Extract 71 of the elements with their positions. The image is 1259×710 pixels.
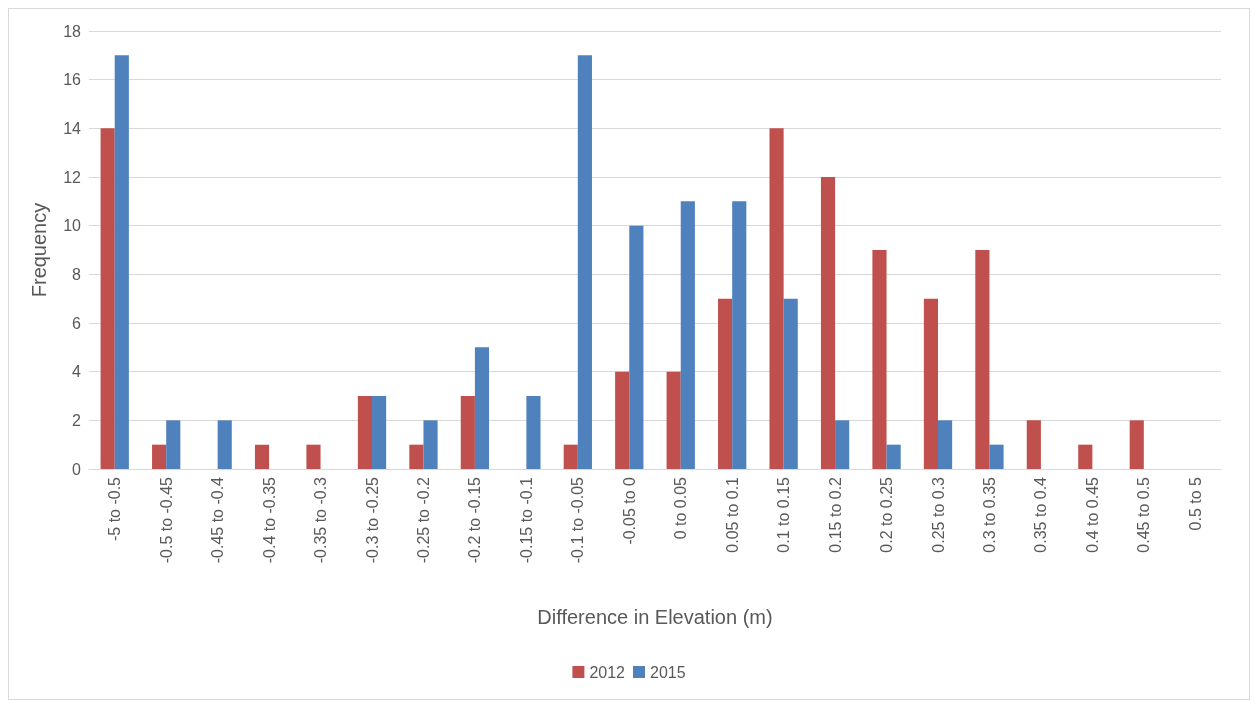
bar: [254, 444, 270, 469]
x-tick-label: -0.5 to -0.45: [157, 476, 175, 564]
y-tick-label: 12: [63, 168, 82, 186]
bar: [1129, 420, 1144, 469]
bar: [732, 201, 747, 469]
y-tick-label: 6: [72, 314, 82, 332]
bar: [563, 444, 578, 469]
y-tick-label: 14: [63, 119, 82, 137]
bar: [718, 298, 733, 469]
x-tick-label: -0.1 to -0.05: [569, 476, 587, 564]
bar: [923, 298, 938, 469]
legend-label: 2012: [589, 663, 626, 681]
x-tick-label: -0.15 to -0.1: [517, 476, 535, 564]
bar: [474, 347, 490, 469]
bar: [835, 420, 850, 469]
bar: [629, 225, 644, 469]
bar: [372, 396, 387, 469]
bar: [423, 420, 438, 469]
y-axis-title: Frequency: [28, 202, 50, 298]
y-tick-label: 4: [72, 363, 82, 381]
x-tick-label: -0.4 to -0.35: [260, 476, 278, 564]
bar: [938, 420, 953, 469]
x-tick-label: 0.15 to 0.2: [826, 476, 844, 553]
y-tick-label: 18: [63, 22, 82, 40]
bar: [306, 444, 321, 469]
bar: [989, 444, 1004, 469]
bar: [357, 396, 372, 469]
bar: [769, 128, 784, 469]
bar: [526, 396, 541, 469]
x-tick-label: -0.2 to -0.15: [466, 476, 484, 564]
bar: [872, 250, 887, 469]
y-tick-label: 10: [63, 217, 82, 235]
bar: [409, 444, 424, 469]
bar: [615, 371, 630, 469]
x-tick-label: 0.05 to 0.1: [723, 476, 741, 553]
bar: [1026, 420, 1041, 469]
bar: [680, 201, 695, 469]
bar: [460, 396, 475, 469]
y-tick-label: 16: [63, 71, 82, 89]
bar: [577, 55, 592, 469]
bar: [783, 298, 798, 469]
x-tick-label: -0.3 to -0.25: [363, 476, 381, 564]
x-tick-label: -0.25 to -0.2: [414, 476, 432, 564]
x-tick-label: 0.2 to 0.25: [878, 476, 896, 553]
y-tick-label: 0: [72, 460, 82, 478]
y-tick-label: 2: [72, 411, 82, 429]
x-tick-label: 0.35 to 0.4: [1032, 476, 1050, 553]
x-tick-label: 0.1 to 0.15: [775, 476, 793, 553]
x-tick-label: 0 to 0.05: [672, 476, 690, 540]
x-tick-label: -0.05 to 0: [620, 476, 638, 545]
bar: [666, 371, 681, 469]
bar: [1078, 444, 1093, 469]
x-tick-label: 0.4 to 0.45: [1083, 476, 1101, 553]
legend-label: 2015: [650, 663, 686, 681]
x-axis-title: Difference in Elevation (m): [537, 606, 773, 628]
bar: [975, 250, 990, 469]
x-tick-label: 0.5 to 5: [1186, 476, 1204, 531]
y-tick-label: 8: [72, 265, 82, 283]
bar: [100, 128, 115, 469]
bar: [820, 177, 836, 469]
x-tick-label: -0.35 to -0.3: [312, 476, 330, 564]
bar: [217, 420, 232, 469]
x-tick-label: 0.45 to 0.5: [1135, 476, 1153, 553]
x-tick-label: 0.3 to 0.35: [980, 476, 998, 553]
bar: [114, 55, 129, 469]
x-tick-label: 0.25 to 0.3: [929, 476, 947, 553]
bar: [886, 444, 901, 469]
x-tick-label: -5 to -0.5: [106, 476, 124, 542]
x-tick-label: -0.45 to -0.4: [209, 476, 227, 564]
bar: [166, 420, 181, 469]
bar: [152, 444, 167, 469]
